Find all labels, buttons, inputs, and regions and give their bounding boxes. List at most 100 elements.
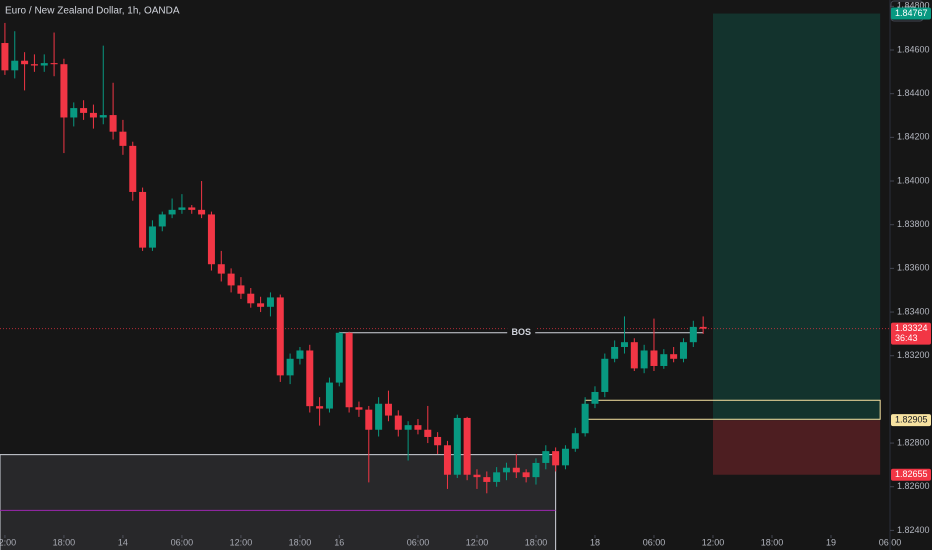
candle-body [227,273,235,286]
candle-body [404,425,412,430]
entry-price-label-bg [891,414,931,427]
candle-body [689,326,697,343]
candle-body [198,209,206,215]
candle-body [11,60,19,71]
candle-body [266,297,274,307]
entry-price-label: 1.82905 [895,415,928,425]
candle-body [640,350,648,369]
candle-body [483,477,491,482]
candle-body [414,425,422,430]
x-tick-label: 18:00 [525,537,548,547]
bos-label-bg [507,326,536,339]
y-tick-label: 1.82800 [897,437,930,447]
candle-body [247,293,255,304]
candle-body [355,407,363,410]
y-tick-label: 1.82600 [897,481,930,491]
x-tick-label: 12:00 [702,537,725,547]
candle-body [50,63,58,65]
candle-body [306,350,314,407]
candle-body [650,350,658,366]
candle-body [60,64,68,118]
x-tick-label: 06:00 [643,537,666,547]
y-tick-label: 1.83800 [897,219,930,229]
candle-body [70,108,78,118]
candle-body [178,207,186,210]
y-tick-label: 1.84600 [897,44,930,54]
x-tick-label: 12:00 [466,537,489,547]
candle-body [286,358,294,376]
candle-body [463,417,471,475]
x-tick-label: 06:00 [407,537,430,547]
candle-body [620,342,628,347]
candle-body [129,145,137,192]
candle-body [296,350,304,359]
target-price-label-bg [891,7,931,20]
x-tick-label: 06:00 [171,537,194,547]
candle-body [670,354,678,359]
candle-body [552,451,560,466]
candle-body [679,342,687,359]
candle-body [89,112,97,118]
candle-body [581,403,589,434]
candle-body [611,346,619,359]
candle-body [601,358,609,392]
candle-body [21,60,29,65]
candle-body [40,63,48,66]
candle-body [561,448,569,466]
y-tick-label: 1.83200 [897,350,930,360]
x-tick-label: 19 [826,537,836,547]
y-tick-label: 1.84400 [897,88,930,98]
current-price-label: 1.83324 [895,323,928,333]
x-tick-label: 18:00 [53,537,76,547]
stop-price-label-bg [891,468,931,481]
demand-zone [0,454,557,550]
candle-body [257,303,265,307]
candle-body [276,297,284,376]
candle-body [394,415,402,430]
candle-body [99,115,107,118]
candle-body [512,467,520,473]
y-tick-label: 1.84000 [897,175,930,185]
candle-body [316,406,324,409]
bos-label: BOS [511,327,531,337]
candle-body [443,445,451,475]
candle-body [522,472,530,478]
candle-body [80,108,88,113]
candle-body [109,115,117,132]
candle-body [217,264,225,274]
candle-body [188,207,196,210]
chart-title: Euro / New Zealand Dollar, 1h, OANDA [5,6,180,17]
y-tick-label: 1.82400 [897,525,930,535]
candle-body [148,226,156,248]
candle-body [424,429,432,437]
candle-body [532,462,540,478]
candle-body [207,214,215,265]
candle-body [473,474,481,478]
y-tick-label: 1.84800 [897,1,930,11]
x-tick-label: 18:00 [761,537,784,547]
candle-body [158,214,166,227]
candle-body [660,354,668,366]
candle-body [335,332,343,383]
candle-body [375,403,383,430]
target-price-label: 1.84767 [895,8,928,18]
candle-body [119,131,127,146]
x-tick-label: 16 [334,537,344,547]
y-tick-label: 1.83400 [897,306,930,316]
stop-price-label: 1.82655 [895,469,928,479]
candle-body [434,436,442,446]
candle-body [630,342,638,369]
candle-body [325,382,333,409]
current-price-label-bg [891,322,931,345]
candle-body [384,403,392,416]
candle-body [345,332,353,408]
candle-body [139,191,147,248]
x-tick-label: 18 [590,537,600,547]
x-tick-label: 12:00 [0,537,16,547]
countdown-label: 36:43 [895,333,918,343]
candle-body [1,43,9,71]
x-tick-label: 14 [118,537,128,547]
stop-zone [712,420,881,475]
candle-body [365,409,373,430]
